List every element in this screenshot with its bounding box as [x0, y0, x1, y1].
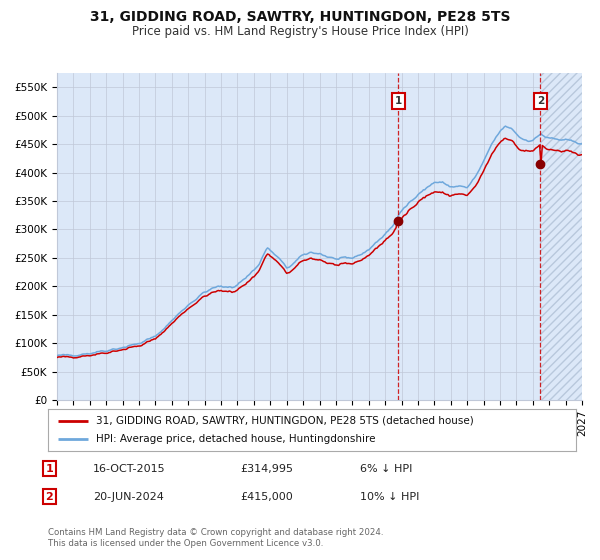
Text: 16-OCT-2015: 16-OCT-2015: [93, 464, 166, 474]
Text: £314,995: £314,995: [240, 464, 293, 474]
Bar: [541, 73, 582, 400]
Text: 2: 2: [537, 96, 544, 106]
Text: Price paid vs. HM Land Registry's House Price Index (HPI): Price paid vs. HM Land Registry's House …: [131, 25, 469, 38]
Text: 31, GIDDING ROAD, SAWTRY, HUNTINGDON, PE28 5TS (detached house): 31, GIDDING ROAD, SAWTRY, HUNTINGDON, PE…: [95, 416, 473, 426]
Text: 1: 1: [46, 464, 53, 474]
Text: 10% ↓ HPI: 10% ↓ HPI: [360, 492, 419, 502]
Text: £415,000: £415,000: [240, 492, 293, 502]
Text: 31, GIDDING ROAD, SAWTRY, HUNTINGDON, PE28 5TS: 31, GIDDING ROAD, SAWTRY, HUNTINGDON, PE…: [90, 10, 510, 24]
Text: 20-JUN-2024: 20-JUN-2024: [93, 492, 164, 502]
Text: 2: 2: [46, 492, 53, 502]
Text: 1: 1: [394, 96, 402, 106]
Text: Contains HM Land Registry data © Crown copyright and database right 2024.
This d: Contains HM Land Registry data © Crown c…: [48, 528, 383, 548]
Text: HPI: Average price, detached house, Huntingdonshire: HPI: Average price, detached house, Hunt…: [95, 434, 375, 444]
Text: 6% ↓ HPI: 6% ↓ HPI: [360, 464, 412, 474]
